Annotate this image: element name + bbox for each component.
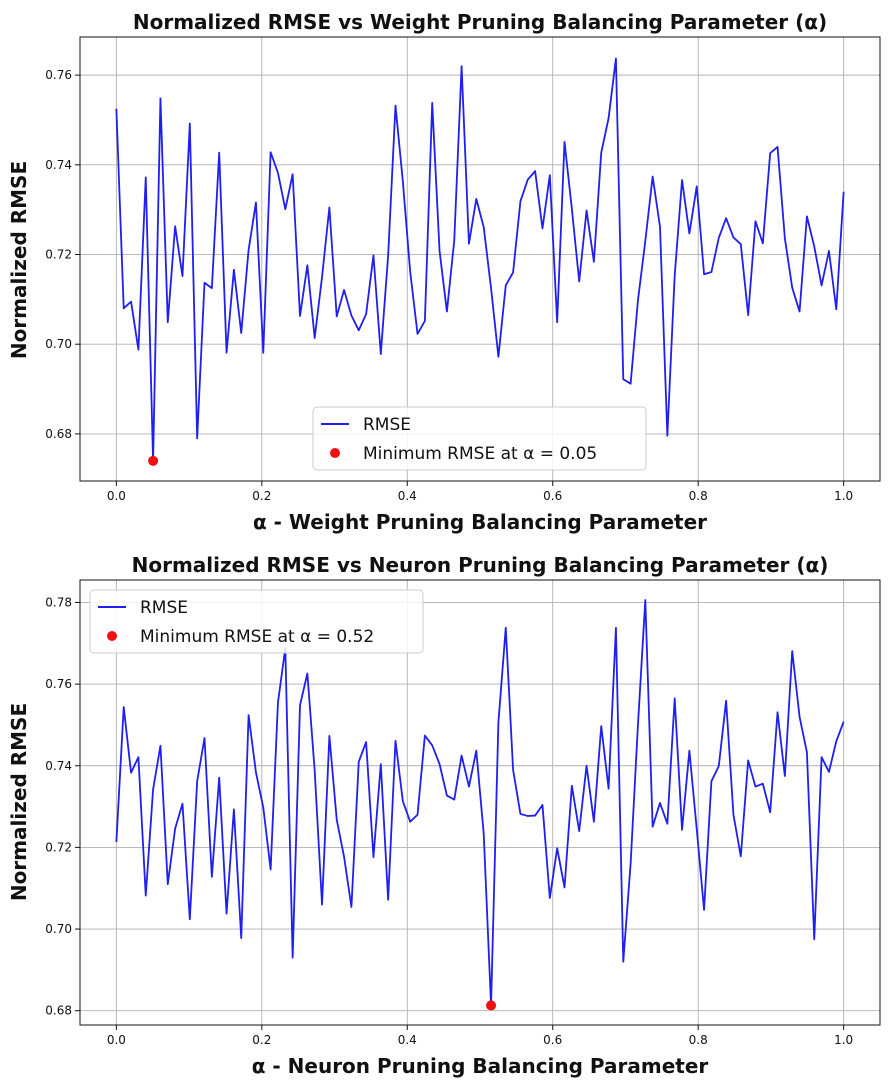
axis-ticks: 0.0 0.2 0.4 0.6 0.8 1.0 0.68 0.70 0.72 0.74 0.76 0.… — [45, 595, 853, 1047]
chart-title: Normalized RMSE vs Neuron Pruning Balanc… — [132, 553, 829, 577]
x-axis-label: α - Weight Pruning Balancing Parameter — [253, 510, 707, 534]
plot-area — [79, 36, 881, 482]
grid — [80, 580, 880, 1025]
x-tick-label: 0.0 — [107, 489, 126, 503]
series — [115, 57, 845, 466]
x-tick-label: 0.6 — [543, 489, 562, 503]
x-tick-label: 0.8 — [689, 489, 708, 503]
legend-label-minimum: Minimum RMSE at α = 0.52 — [140, 627, 374, 647]
series-line-rmse — [115, 599, 845, 1007]
y-tick-label: 0.76 — [45, 677, 72, 691]
axis-ticks: 0.0 0.2 0.4 0.6 0.8 1.0 0.68 0.70 0.72 0.74 0.76 — [45, 68, 853, 503]
y-tick-label: 0.76 — [45, 68, 72, 82]
x-tick-label: 0.8 — [689, 1033, 708, 1047]
plot-area — [79, 579, 881, 1026]
x-tick-label: 1.0 — [834, 1033, 853, 1047]
legend-label-rmse: RMSE — [363, 415, 411, 435]
legend-box — [312, 406, 647, 471]
x-tick-label: 0.4 — [398, 489, 417, 503]
legend-label-rmse: RMSE — [140, 598, 188, 618]
legend: RMSE Minimum RMSE at α = 0.52 — [89, 589, 424, 654]
legend-marker-swatch — [107, 631, 117, 641]
y-tick-label: 0.68 — [45, 427, 72, 441]
grid — [80, 37, 880, 481]
x-tick-label: 0.2 — [252, 489, 271, 503]
legend-box — [89, 589, 424, 654]
y-tick-label: 0.74 — [45, 759, 72, 773]
y-tick-label: 0.74 — [45, 158, 72, 172]
x-axis-label: α - Neuron Pruning Balancing Parameter — [252, 1054, 709, 1078]
series — [115, 599, 845, 1011]
y-tick-label: 0.70 — [45, 922, 72, 936]
neuron-pruning-chart: Normalized RMSE vs Neuron Pruning Balanc… — [7, 553, 881, 1078]
legend-marker-swatch — [330, 448, 340, 458]
chart-title: Normalized RMSE vs Weight Pruning Balanc… — [133, 10, 827, 34]
legend-label-minimum: Minimum RMSE at α = 0.05 — [363, 444, 597, 464]
y-tick-label: 0.72 — [45, 248, 72, 262]
x-tick-label: 0.4 — [398, 1033, 417, 1047]
y-axis-label: Normalized RMSE — [7, 161, 31, 359]
x-tick-label: 0.6 — [543, 1033, 562, 1047]
y-tick-label: 0.72 — [45, 840, 72, 854]
y-tick-label: 0.68 — [45, 1004, 72, 1018]
y-tick-label: 0.70 — [45, 337, 72, 351]
weight-pruning-chart: Normalized RMSE vs Weight Pruning Balanc… — [7, 10, 881, 534]
minimum-point-marker — [486, 1000, 497, 1011]
y-tick-label: 0.78 — [45, 595, 72, 609]
x-tick-label: 0.0 — [107, 1033, 126, 1047]
legend: RMSE Minimum RMSE at α = 0.05 — [312, 406, 647, 471]
y-axis-label: Normalized RMSE — [7, 703, 31, 901]
minimum-point-marker — [148, 455, 159, 466]
x-tick-label: 1.0 — [834, 489, 853, 503]
x-tick-label: 0.2 — [252, 1033, 271, 1047]
series-line-rmse — [115, 57, 845, 462]
